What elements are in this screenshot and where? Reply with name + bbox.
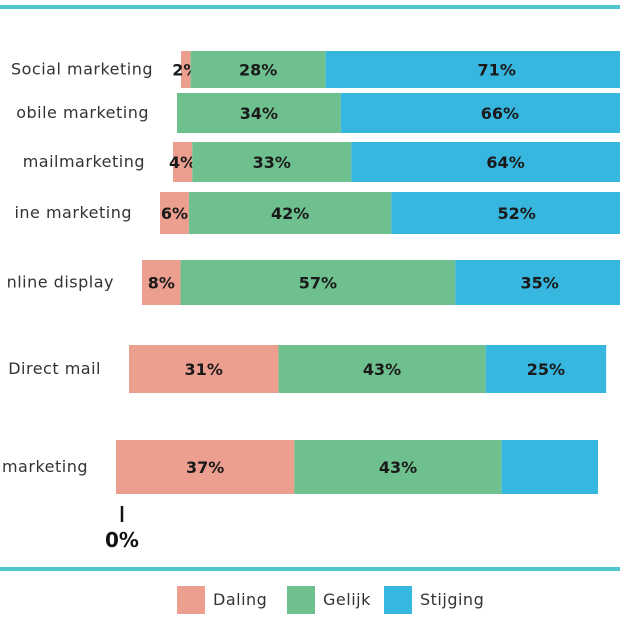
legend-swatch-daling	[177, 586, 205, 614]
zero-axis-label: 0%	[105, 528, 139, 552]
bar-gelijk-ine-marketing	[188, 192, 392, 234]
value-label-daling-mailmarketing: 4%	[169, 153, 196, 172]
bar-stijging-mailmarketing	[351, 142, 620, 182]
category-label-ine-marketing: ine marketing	[14, 203, 132, 222]
bar-daling-direct-mail	[129, 345, 279, 393]
legend-swatch-stijging	[384, 586, 412, 614]
legend: Daling Gelijk Stijging	[0, 582, 620, 616]
bar-daling-mailmarketing	[173, 142, 193, 182]
category-label-social-marketing: Social marketing	[11, 60, 153, 79]
bar-daling-nline-display	[142, 260, 181, 305]
bar-gelijk-nline-display	[180, 260, 456, 305]
bar-daling-ine-marketing	[160, 192, 189, 234]
value-label-daling-direct-mail: 31%	[185, 360, 223, 379]
bar-gelijk-mailmarketing	[192, 142, 352, 182]
stacked-bar-chart: 2% 28% 71%34% 66%4% 33% 64%6% 42% 52%8% 57% 35%31…	[2, 51, 620, 552]
value-label-gelijk-social-marketing: 28%	[239, 61, 277, 80]
bar-stijging-marketing	[501, 440, 598, 494]
bar-stijging-nline-display	[455, 260, 620, 305]
bar-daling-marketing	[116, 440, 295, 494]
value-label-stijging-nline-display: 35%	[521, 274, 559, 293]
category-label-mailmarketing: mailmarketing	[23, 152, 145, 171]
category-label-direct-mail: Direct mail	[8, 359, 101, 378]
bar-stijging-obile-marketing	[340, 93, 620, 133]
value-label-gelijk-marketing: 43%	[379, 458, 417, 477]
bar-gelijk-direct-mail	[278, 345, 486, 393]
bar-gelijk-social-marketing	[190, 51, 326, 88]
value-label-stijging-obile-marketing: 66%	[481, 104, 519, 123]
legend-label-daling: Daling	[213, 590, 268, 609]
value-label-gelijk-direct-mail: 43%	[363, 360, 401, 379]
bar-stijging-ine-marketing	[391, 192, 620, 234]
bottom-rule	[0, 567, 620, 571]
value-label-gelijk-ine-marketing: 42%	[271, 204, 309, 223]
bar-daling-social-marketing	[181, 51, 191, 88]
bars-layer: 2% 28% 71%34% 66%4% 33% 64%6% 42% 52%8% 57% 35%31…	[116, 51, 620, 494]
bar-gelijk-obile-marketing	[177, 93, 341, 133]
value-label-gelijk-obile-marketing: 34%	[240, 104, 278, 123]
value-label-daling-marketing: 37%	[186, 458, 224, 477]
value-label-daling-nline-display: 8%	[148, 274, 175, 293]
value-label-daling-ine-marketing: 6%	[161, 204, 188, 223]
top-rule	[0, 5, 620, 9]
bar-stijging-social-marketing	[325, 51, 620, 88]
legend-label-stijging: Stijging	[420, 590, 485, 609]
category-labels: Social marketing obile marketing mailmarke…	[2, 60, 153, 477]
value-label-stijging-direct-mail: 25%	[527, 360, 565, 379]
value-label-gelijk-mailmarketing: 33%	[253, 153, 291, 172]
x-axis: 0%	[105, 506, 139, 552]
value-label-stijging-mailmarketing: 64%	[486, 153, 524, 172]
category-label-nline-display: nline display	[7, 273, 114, 292]
value-label-gelijk-nline-display: 57%	[299, 274, 337, 293]
legend-swatch-gelijk	[287, 586, 315, 614]
legend-label-gelijk: Gelijk	[323, 590, 371, 609]
value-label-stijging-ine-marketing: 52%	[498, 204, 536, 223]
bar-stijging-direct-mail	[485, 345, 607, 393]
bar-gelijk-marketing	[294, 440, 502, 494]
category-label-marketing: marketing	[2, 457, 88, 476]
category-label-obile-marketing: obile marketing	[16, 103, 149, 122]
value-label-stijging-social-marketing: 71%	[478, 61, 516, 80]
